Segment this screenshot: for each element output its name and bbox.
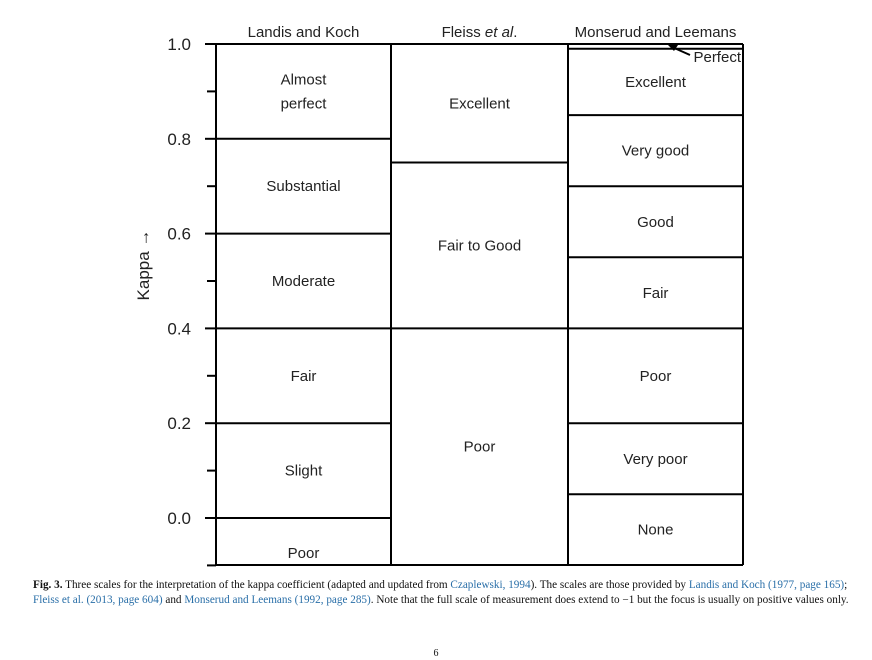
caption-text-5: . Note that the full scale of measuremen…	[370, 594, 849, 606]
perfect-arrow-head	[668, 45, 678, 51]
column-header: Fleiss et al.	[442, 24, 518, 41]
page-number: 6	[433, 648, 439, 659]
band-label: Poor	[288, 545, 320, 562]
band-label: Slight	[285, 463, 323, 480]
band-label: Substantial	[266, 178, 340, 195]
caption-ref-monserud-leemans[interactable]: Monserud and Leemans (1992, page 285)	[184, 594, 371, 606]
y-tick-label: 1.0	[167, 35, 191, 54]
band-label: Poor	[640, 368, 672, 385]
band-label: perfect	[281, 95, 328, 112]
caption-ref-czaplewski[interactable]: Czaplewski, 1994	[450, 579, 531, 591]
perfect-annotation: Perfect	[693, 49, 741, 66]
y-tick-label: 0.4	[167, 319, 191, 338]
y-axis-title: Kappa →	[134, 230, 153, 301]
caption-ref-fleiss[interactable]: Fleiss et al. (2013, page 604)	[33, 594, 163, 606]
column-header: Monserud and Leemans	[575, 24, 737, 41]
caption-text-1: Three scales for the interpretation of t…	[62, 579, 451, 591]
band-label: Very poor	[623, 451, 687, 468]
column-header: Landis and Koch	[248, 24, 360, 41]
band-label: Excellent	[625, 74, 687, 91]
band-label: Fair	[291, 368, 317, 385]
band-label: Almost	[281, 71, 328, 88]
caption-text-4: and	[162, 594, 185, 606]
caption-text-3: ;	[844, 579, 848, 591]
band-label: Fair	[643, 285, 669, 302]
y-tick-label: 0.0	[167, 509, 191, 528]
band-label: Very good	[622, 143, 690, 160]
band-label: Excellent	[449, 95, 511, 112]
band-label: None	[638, 522, 674, 539]
band-label: Fair to Good	[438, 237, 521, 254]
kappa-scales-figure: 1.0 0.8 0.6 0.4 0.2 0.0 Kappa → Landis and Koch…	[134, 24, 744, 567]
y-tick-label: 0.6	[167, 225, 191, 244]
caption-fig-label: Fig. 3.	[33, 579, 63, 591]
y-tick-label: 0.8	[167, 130, 191, 149]
band-label: Moderate	[272, 273, 335, 290]
caption-text-2: ). The scales are those provided by	[530, 579, 689, 591]
caption-ref-landis-koch[interactable]: Landis and Koch (1977, page 165)	[688, 579, 845, 591]
y-tick-label: 0.2	[167, 414, 191, 433]
band-label: Poor	[464, 439, 496, 456]
band-label: Good	[637, 214, 674, 231]
figure-caption: Fig. 3. Three scales for the interpretat…	[33, 578, 849, 608]
